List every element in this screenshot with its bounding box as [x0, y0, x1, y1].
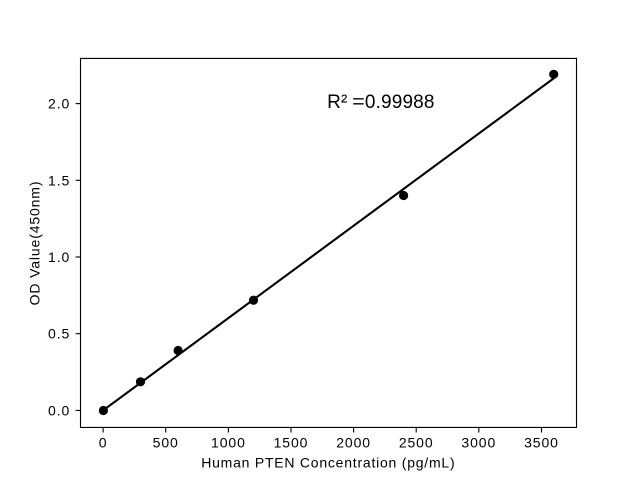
svg-text:=: =: [352, 92, 365, 113]
svg-text:3000: 3000: [461, 435, 496, 451]
svg-text:1.0: 1.0: [48, 249, 70, 265]
svg-text:1000: 1000: [211, 435, 246, 451]
svg-text:2500: 2500: [399, 435, 434, 451]
svg-text:3500: 3500: [524, 435, 559, 451]
svg-text:R²: R²: [327, 92, 347, 113]
svg-text:0.5: 0.5: [48, 326, 70, 342]
svg-text:1.5: 1.5: [48, 172, 70, 188]
svg-text:0.99988: 0.99988: [365, 92, 435, 113]
svg-text:0.0: 0.0: [48, 402, 70, 418]
svg-text:1500: 1500: [274, 435, 309, 451]
svg-text:OD Value(450nm): OD Value(450nm): [27, 181, 43, 306]
svg-text:2000: 2000: [336, 435, 371, 451]
svg-text:0: 0: [99, 435, 108, 451]
svg-text:2.0: 2.0: [48, 96, 70, 112]
svg-text:500: 500: [153, 435, 179, 451]
svg-text:Human PTEN Concentration (pg/m: Human PTEN Concentration (pg/mL): [201, 454, 455, 470]
